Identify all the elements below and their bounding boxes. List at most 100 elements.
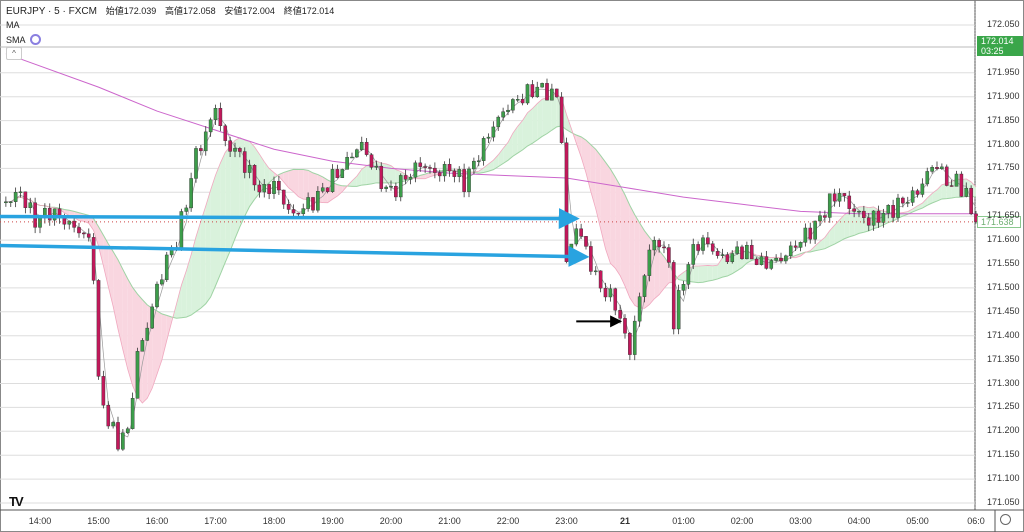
ma-indicator-legend[interactable]: MA <box>6 20 20 30</box>
candle-body <box>389 185 393 188</box>
candle-body <box>725 254 730 263</box>
candle-body <box>28 202 33 208</box>
candle-body <box>462 169 466 192</box>
ma-band-fill <box>288 169 294 192</box>
x-tick-label: 05:00 <box>906 516 929 526</box>
candle-body <box>325 187 330 192</box>
candle-body <box>428 167 432 169</box>
ma-band-fill <box>717 257 723 279</box>
candle-body <box>281 189 286 205</box>
candle-body <box>925 171 930 185</box>
y-tick-label: 171.700 <box>987 186 1020 197</box>
candle-body <box>8 201 13 203</box>
candle-body <box>52 208 57 221</box>
y-tick-label: 171.150 <box>987 449 1020 460</box>
ma-band-fill <box>527 108 533 147</box>
candle-body <box>769 260 774 269</box>
ma-band-fill <box>337 184 343 197</box>
candle-body <box>964 187 969 197</box>
candle-body <box>101 376 106 406</box>
candle-body <box>657 240 661 248</box>
candle-body <box>359 141 364 150</box>
candle-body <box>535 86 540 98</box>
candle-body <box>23 191 28 208</box>
candle-body <box>228 140 232 152</box>
candle-body <box>954 173 959 187</box>
ma-band-fill <box>176 285 182 319</box>
ma-band-fill <box>205 189 211 304</box>
candle-body <box>852 208 856 212</box>
candle-body <box>213 108 218 120</box>
candle-body <box>91 237 96 281</box>
last-price-tag: 171.638 <box>977 216 1021 228</box>
bar-countdown: 03:25 <box>981 45 1004 56</box>
ma-band-fill <box>386 163 391 183</box>
candle-body <box>735 246 739 254</box>
candle-body <box>184 207 189 212</box>
candle-body <box>208 119 213 133</box>
ma-band-fill <box>634 214 640 308</box>
candle-body <box>408 176 413 180</box>
x-tick-label: 20:00 <box>379 516 403 526</box>
ma-band-fill <box>230 140 235 252</box>
candle-body <box>82 232 86 235</box>
ma-band-fill <box>64 209 70 216</box>
ma-band-fill <box>615 176 621 276</box>
ma-band-fill <box>483 163 489 173</box>
ma-band-fill <box>322 176 328 203</box>
ma-band-fill <box>551 93 557 131</box>
ma-band-fill <box>113 251 118 330</box>
candle-body <box>296 212 301 215</box>
candle-body <box>579 228 583 237</box>
candle-body <box>262 184 267 193</box>
ma-band-fill <box>659 250 664 295</box>
candle-body <box>18 191 23 194</box>
ma-band-fill <box>352 176 357 187</box>
x-tick-label: 17:00 <box>204 516 227 526</box>
chevron-up-icon[interactable]: ^ <box>6 47 22 60</box>
fast-ma-line <box>5 93 977 404</box>
ma-band-fill <box>576 135 582 158</box>
candle-body <box>233 148 237 152</box>
candle-body <box>418 162 423 167</box>
candle-body <box>398 175 403 198</box>
candle-body <box>740 246 744 260</box>
candle-body <box>608 288 613 298</box>
sma-indicator-legend[interactable]: SMA <box>6 34 41 45</box>
candle-body <box>437 172 442 177</box>
tradingview-logo-icon[interactable]: TV <box>9 494 24 509</box>
candle-body <box>901 197 905 204</box>
candle-body <box>257 184 262 193</box>
x-tick-label: 04:00 <box>847 516 871 526</box>
ma-band-fill <box>610 168 616 269</box>
candle-body <box>481 138 486 161</box>
settings-icon[interactable] <box>1000 514 1011 525</box>
x-tick-label: 03:00 <box>789 516 812 526</box>
symbol-title[interactable]: EURJPY · 5 · FXCM <box>6 6 97 17</box>
candle-body <box>550 88 554 101</box>
ma-band-fill <box>581 136 586 173</box>
ma-band-fill <box>191 236 196 316</box>
y-tick-label: 171.850 <box>987 114 1020 125</box>
ma-band-fill <box>196 221 201 312</box>
candle-body <box>272 180 276 194</box>
candle-body <box>403 175 408 180</box>
y-tick-label: 171.200 <box>987 425 1020 436</box>
candle-body <box>779 258 783 262</box>
candle-body <box>130 398 135 429</box>
candle-body <box>150 306 154 329</box>
slow-ma-line <box>5 125 977 319</box>
candle-body <box>457 169 462 177</box>
candle-body <box>696 244 700 251</box>
candle-body <box>4 201 8 204</box>
close-value: 終値172.014 <box>283 6 335 16</box>
candle-body <box>623 318 627 334</box>
candle-body <box>311 197 315 211</box>
candle-body <box>603 287 608 298</box>
candle-body <box>637 296 642 322</box>
candle-body <box>749 245 754 260</box>
candle-body <box>96 280 101 377</box>
candle-body <box>67 220 72 225</box>
candle-body <box>242 151 247 173</box>
